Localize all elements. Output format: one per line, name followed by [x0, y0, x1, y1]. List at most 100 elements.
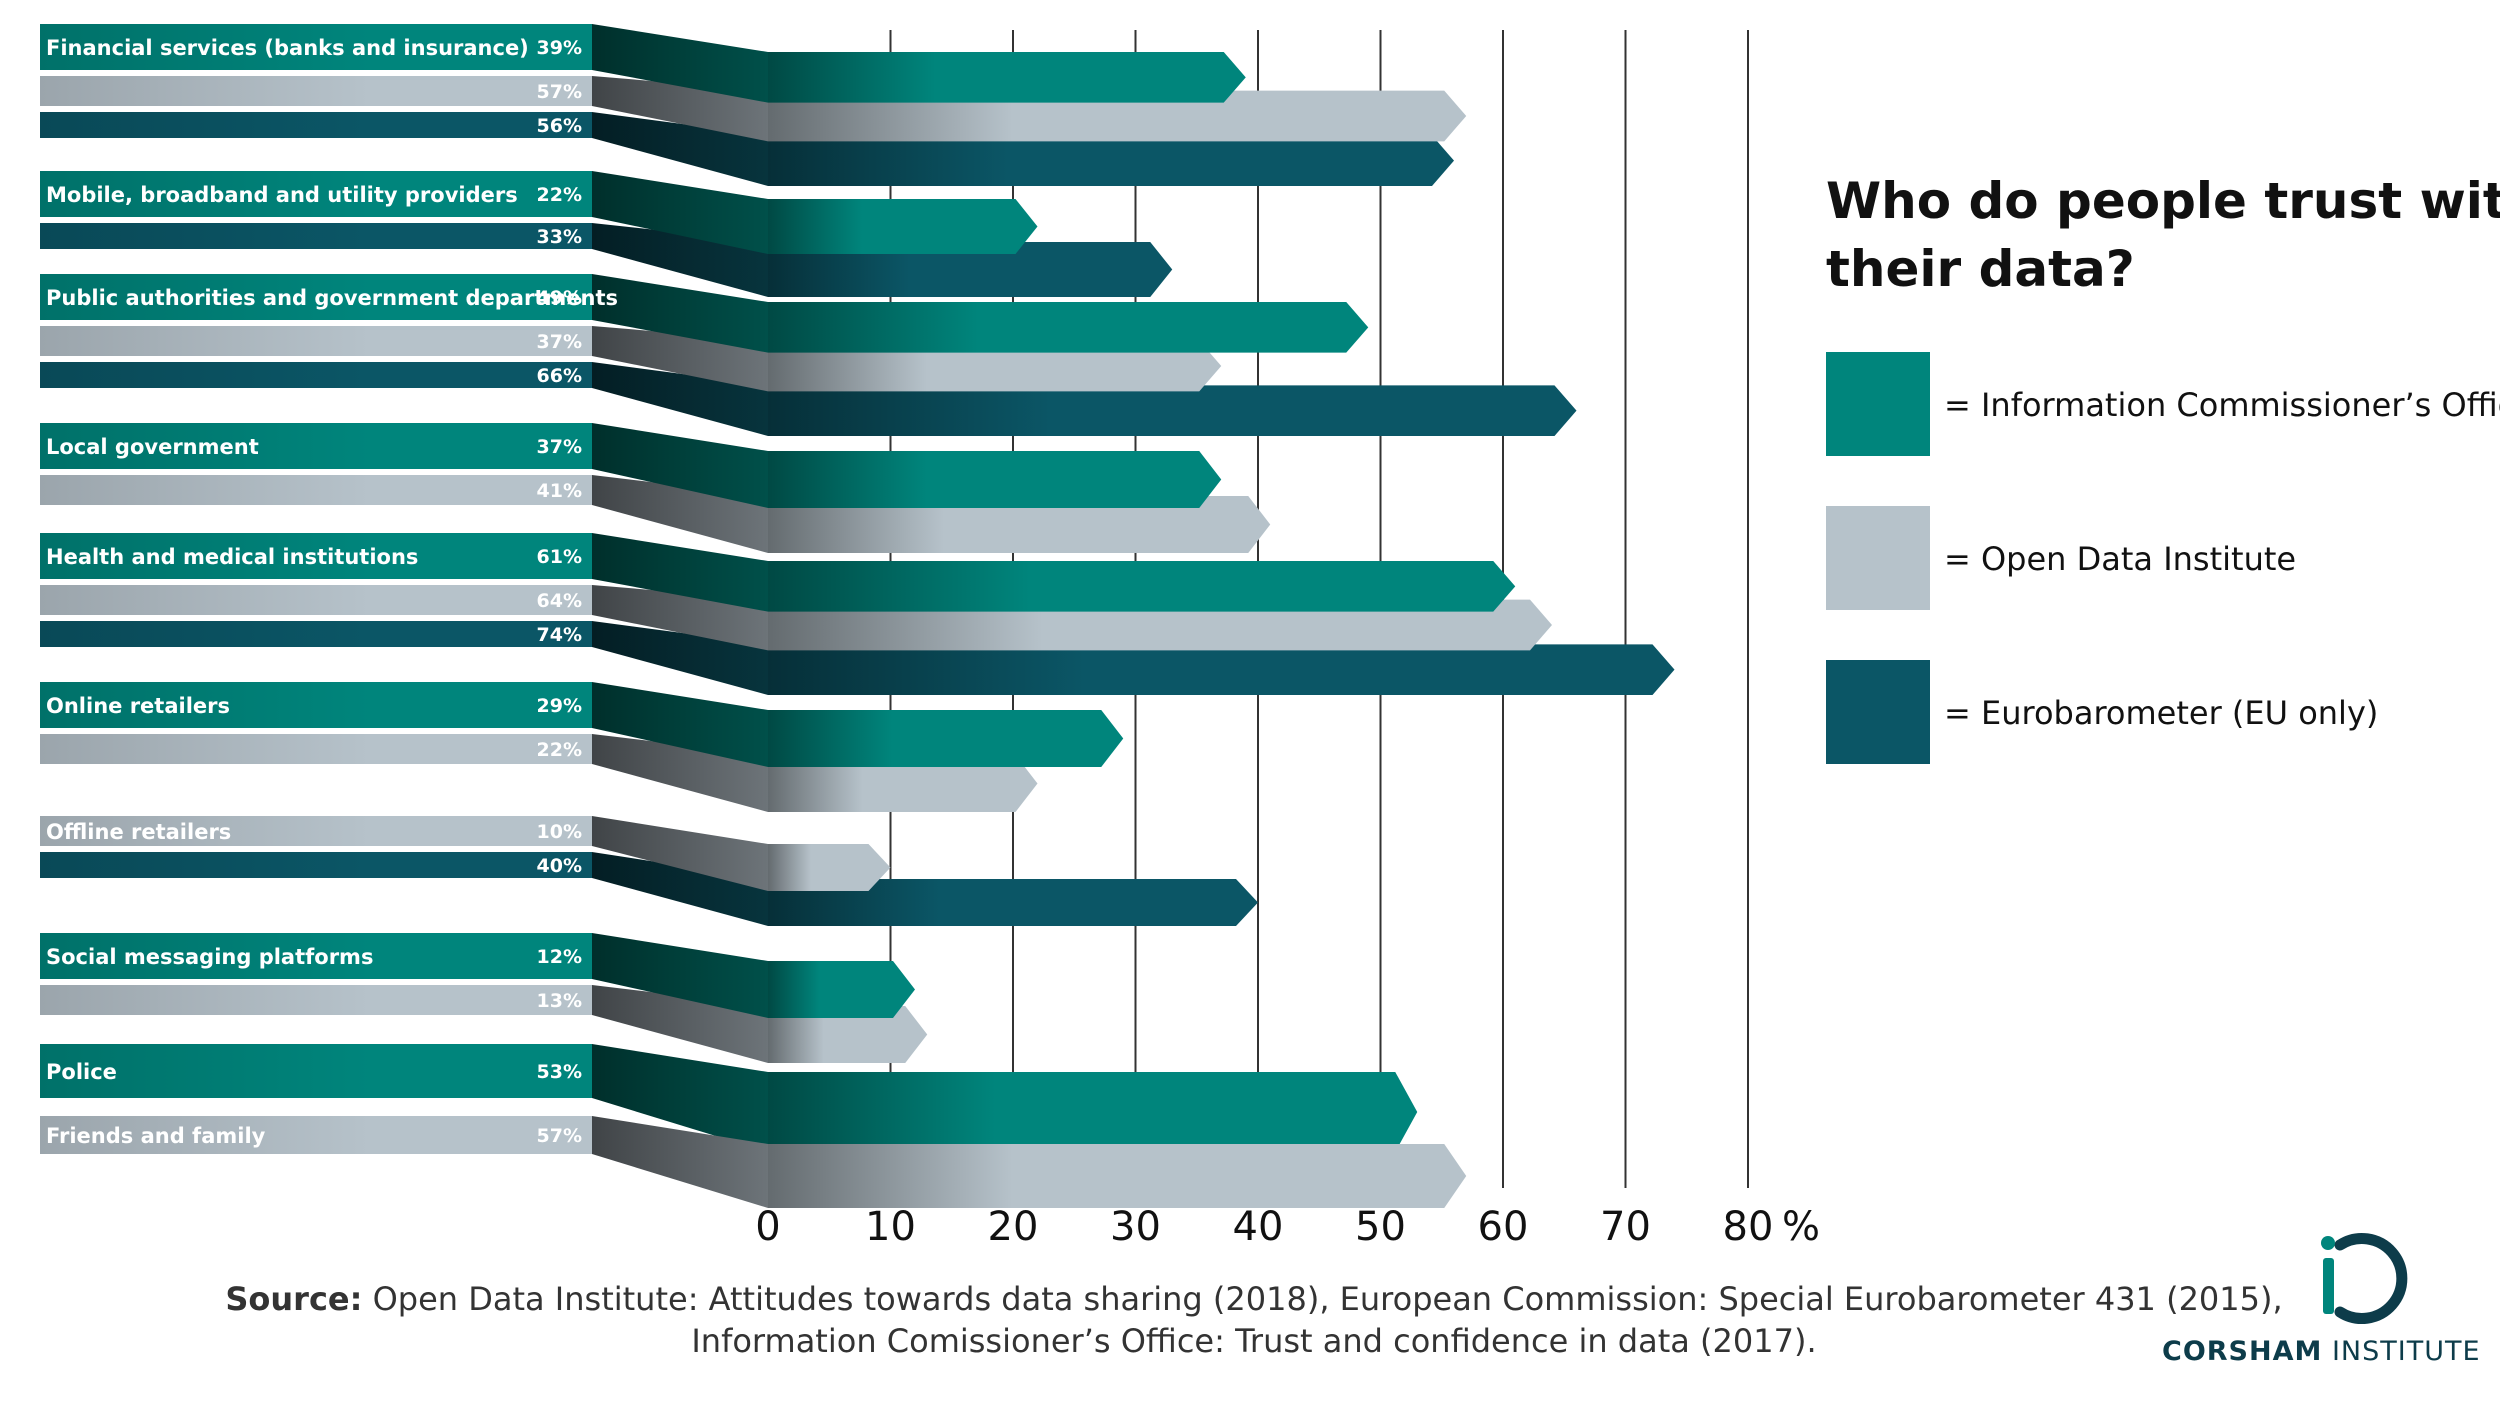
connector-ico: [592, 274, 768, 353]
x-tick-label-30: 30: [1110, 1204, 1161, 1250]
bar-odi: [768, 1006, 928, 1063]
logo-word1: CORSHAM: [2162, 1336, 2322, 1367]
category-label: Health and medical institutions: [46, 545, 418, 569]
value-label-euro: 74%: [537, 624, 582, 646]
value-label-euro: 56%: [537, 115, 582, 137]
bar-ico: [768, 561, 1516, 612]
bar-odi: [768, 599, 1552, 651]
value-label-ico: 53%: [537, 1061, 582, 1083]
bar-odi: [768, 496, 1271, 553]
category-label: Public authorities and government depart…: [46, 286, 618, 310]
label-band-euro: [40, 223, 592, 249]
source-line2: Information Comissioner’s Office: Trust …: [691, 1322, 1816, 1360]
category-group: 66% 37% 49%Public authorities and governme…: [40, 274, 1577, 436]
label-band-odi: [40, 475, 592, 505]
value-label-ico: 39%: [537, 37, 582, 59]
value-label-odi: 41%: [537, 480, 582, 502]
value-label-ico: 49%: [537, 287, 582, 309]
legend-item-euro: = Eurobarometer (EU only): [1826, 660, 2378, 764]
bar-ico: [768, 451, 1222, 508]
category-group: 74% 64% 61% Health and medical institutions: [40, 533, 1675, 695]
connector-odi: [592, 1116, 768, 1208]
category-group: 13% 12% Social messaging platforms: [40, 933, 928, 1063]
value-label-ico: 29%: [537, 695, 582, 717]
value-label-euro: 66%: [537, 365, 582, 387]
category-group: 41% 37% Local government: [40, 423, 1271, 553]
value-label-odi: 13%: [537, 990, 582, 1012]
category-label: Offline retailers: [46, 820, 231, 844]
label-band-euro: [40, 362, 592, 388]
category-label: Online retailers: [46, 694, 230, 718]
value-label-ico: 61%: [537, 546, 582, 568]
connector-ico: [592, 24, 768, 103]
bar-ico: [768, 710, 1124, 767]
value-label-ico: 12%: [537, 946, 582, 968]
label-band-ico: [40, 24, 592, 70]
label-band-odi: [40, 734, 592, 764]
bar-odi: [768, 340, 1222, 392]
legend: = Information Commissioner’s Office = Ope…: [1826, 352, 2500, 764]
category-group: 53% Police: [40, 1044, 1418, 1152]
legend-label-odi: = Open Data Institute: [1944, 540, 2296, 578]
value-label-ico: 22%: [537, 184, 582, 206]
label-band-odi: [40, 1116, 592, 1154]
connector-odi: [592, 816, 768, 891]
connector-ico: [592, 682, 768, 767]
bar-ico: [768, 52, 1246, 103]
category-group: 40% 10% Offline retailers: [40, 816, 1258, 926]
category-label: Financial services (banks and insurance): [46, 36, 529, 60]
label-band-odi: [40, 816, 592, 846]
legend-label-euro: = Eurobarometer (EU only): [1944, 694, 2378, 732]
value-label-odi: 37%: [537, 331, 582, 353]
bar-ico: [768, 1072, 1418, 1152]
x-tick-label-70: 70: [1600, 1204, 1651, 1250]
value-label-euro: 33%: [537, 226, 582, 248]
category-label: Social messaging platforms: [46, 945, 373, 969]
label-band-ico: [40, 533, 592, 579]
label-band-odi: [40, 326, 592, 356]
x-tick-label-60: 60: [1478, 1204, 1529, 1250]
value-label-odi: 22%: [537, 739, 582, 761]
corsham-logo: CORSHAM INSTITUTE: [2162, 1233, 2481, 1367]
label-band-ico: [40, 1044, 592, 1098]
category-label: Police: [46, 1060, 117, 1084]
bar-euro: [768, 242, 1173, 297]
connector-ico: [592, 533, 768, 612]
label-band-odi: [40, 985, 592, 1015]
logo-wordmark: CORSHAM INSTITUTE: [2162, 1336, 2481, 1367]
bars: 56% 57% 39% Financial services (banks and i…: [40, 24, 1675, 1208]
label-band-euro: [40, 112, 592, 138]
category-group: 22% 29% Online retailers: [40, 682, 1124, 812]
connector-ico: [592, 933, 768, 1018]
connector-ico: [592, 1044, 768, 1152]
bar-ico: [768, 199, 1038, 254]
category-label: Local government: [46, 435, 259, 459]
bar-odi: [768, 755, 1038, 812]
x-tick-label-80: 80: [1723, 1204, 1774, 1250]
label-band-odi: [40, 585, 592, 615]
label-band-euro: [40, 621, 592, 647]
value-label-odi: 57%: [537, 1125, 582, 1147]
legend-item-ico: = Information Commissioner’s Office: [1826, 352, 2500, 456]
x-tick-label-40: 40: [1233, 1204, 1284, 1250]
bar-ico: [768, 961, 915, 1018]
x-tick-label-20: 20: [988, 1204, 1039, 1250]
bar-euro: [768, 385, 1577, 436]
category-group: 33% 22% Mobile, broadband and utility prov…: [40, 171, 1173, 297]
legend-item-odi: = Open Data Institute: [1826, 506, 2296, 610]
source-line1: Open Data Institute: Attitudes towards d…: [373, 1280, 2283, 1318]
bar-ico: [768, 302, 1369, 353]
value-label-odi: 64%: [537, 590, 582, 612]
label-band-ico: [40, 274, 592, 320]
category-group: 56% 57% 39% Financial services (banks and i…: [40, 24, 1467, 186]
legend-swatch-euro: [1826, 660, 1930, 764]
label-band-euro: [40, 852, 592, 878]
x-tick-label-50: 50: [1355, 1204, 1406, 1250]
value-label-ico: 37%: [537, 436, 582, 458]
label-band-ico: [40, 933, 592, 979]
connector-ico: [592, 423, 768, 508]
connector-euro: [592, 852, 768, 926]
legend-swatch-ico: [1826, 352, 1930, 456]
label-band-ico: [40, 423, 592, 469]
